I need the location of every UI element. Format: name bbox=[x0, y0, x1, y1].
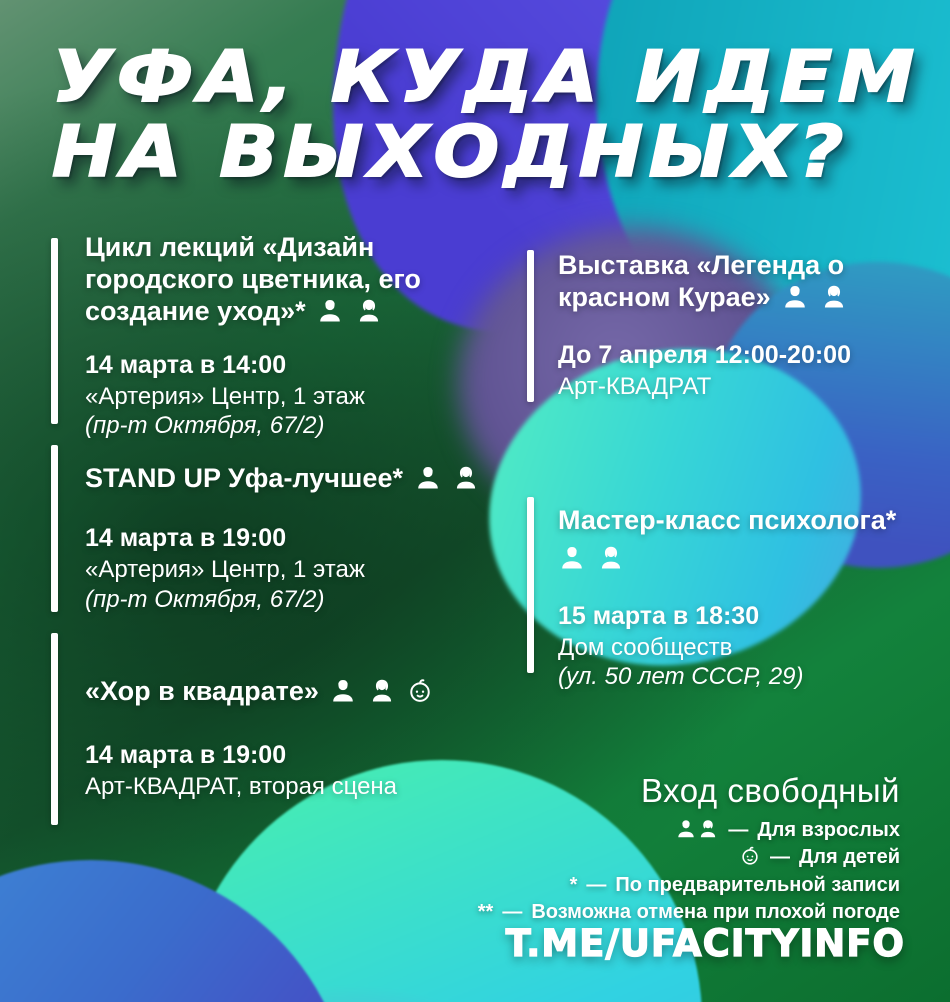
event-meta: 14 марта в 19:00 Арт-КВАДРАТ, вторая сце… bbox=[85, 740, 515, 802]
man-icon bbox=[562, 546, 582, 569]
event-venue: Арт-КВАДРАТ, вторая сцена bbox=[85, 773, 398, 801]
legend-label: По предварительной записи bbox=[615, 873, 900, 896]
woman-icon bbox=[601, 546, 620, 569]
man-icon bbox=[320, 299, 340, 322]
legend-row-adults: — Для взрослых bbox=[478, 818, 900, 842]
man-icon bbox=[333, 680, 354, 702]
legend-dash: — bbox=[586, 873, 607, 896]
accent-bar-event-3 bbox=[51, 633, 58, 825]
man-icon bbox=[417, 467, 438, 489]
event-card-lectures: Цикл лекций «Дизайн городского цветника,… bbox=[85, 232, 485, 441]
woman-icon bbox=[701, 820, 716, 838]
baby-icon bbox=[410, 679, 431, 702]
title-line-2: НА ВЫХОДНЫХ? bbox=[51, 110, 849, 193]
legend-dash: — bbox=[770, 846, 791, 869]
event-title: Выставка «Легенда о красном Курае» bbox=[558, 250, 938, 314]
legend-dash: — bbox=[728, 819, 749, 841]
event-venue: Арт-КВАДРАТ bbox=[558, 373, 712, 401]
event-title-line: STAND UP Уфа-лучшее* bbox=[85, 463, 403, 493]
legend-label: Для детей bbox=[799, 846, 900, 869]
legend-dash: — bbox=[502, 901, 523, 924]
event-title-line: Цикл лекций «Дизайн bbox=[85, 232, 375, 262]
event-datetime: До 7 апреля 12:00-20:00 bbox=[558, 340, 851, 369]
event-address: (пр-т Октября, 67/2) bbox=[85, 412, 325, 440]
event-meta: До 7 апреля 12:00-20:00 Арт-КВАДРАТ bbox=[558, 340, 938, 402]
page-title: УФА, КУДА ИДЕМ НА ВЫХОДНЫХ? bbox=[51, 36, 920, 193]
legend-label: Возможна отмена при плохой погоде bbox=[531, 901, 900, 924]
event-meta: 14 марта в 19:00 «Артерия» Центр, 1 этаж… bbox=[85, 523, 515, 614]
event-datetime: 15 марта в 18:30 bbox=[558, 601, 760, 630]
event-address: (пр-т Октября, 67/2) bbox=[85, 585, 325, 613]
legend-symbol: * bbox=[569, 873, 578, 896]
accent-bar-event-1 bbox=[51, 238, 58, 424]
woman-icon bbox=[359, 299, 378, 322]
event-title-line: Выставка «Легенда о bbox=[558, 250, 845, 280]
accent-bar-event-5 bbox=[527, 497, 534, 673]
event-title: Цикл лекций «Дизайн городского цветника,… bbox=[85, 232, 485, 328]
event-datetime: 14 марта в 14:00 bbox=[85, 350, 287, 379]
title-line-1: УФА, КУДА ИДЕМ bbox=[51, 36, 920, 118]
event-title-line: создание уход»* bbox=[85, 295, 306, 326]
accent-bar-event-4 bbox=[527, 250, 534, 402]
woman-icon bbox=[824, 285, 843, 308]
event-venue: «Артерия» Центр, 1 этаж bbox=[85, 383, 365, 411]
legend-heading: Вход свободный bbox=[641, 772, 900, 809]
legend-label: Для взрослых bbox=[757, 819, 900, 841]
telegram-link[interactable]: T.ME/UFACITYINFO bbox=[505, 921, 905, 965]
event-title-line: «Хор в квадрате» bbox=[85, 676, 319, 706]
event-card-choir: «Хор в квадрате» 14 марта в 19:00 Арт-КВ… bbox=[85, 676, 515, 802]
event-title-line: городского цветника, его bbox=[85, 263, 421, 294]
event-title: STAND UP Уфа-лучшее* bbox=[85, 463, 515, 495]
event-datetime: 14 марта в 19:00 bbox=[85, 740, 287, 769]
event-card-psychologist: Мастер-класс психолога* 15 марта в 18:30… bbox=[558, 505, 948, 692]
man-icon bbox=[678, 820, 695, 838]
woman-icon bbox=[456, 466, 476, 489]
legend-symbol bbox=[675, 818, 719, 842]
legend-symbol: ** bbox=[477, 901, 494, 924]
event-datetime: 14 марта в 19:00 bbox=[85, 523, 287, 552]
event-title-line: красном Курае» bbox=[558, 281, 771, 312]
event-venue: Дом сообществ bbox=[558, 634, 733, 662]
event-title: «Хор в квадрате» bbox=[85, 676, 515, 708]
event-audience-icons bbox=[558, 543, 948, 575]
legend: Вход свободный — Для взрослых — Для дете… bbox=[478, 772, 900, 925]
accent-bar-event-2 bbox=[51, 445, 58, 612]
event-meta: 14 марта в 14:00 «Артерия» Центр, 1 этаж… bbox=[85, 350, 485, 441]
event-venue: «Артерия» Центр, 1 этаж bbox=[85, 556, 365, 584]
event-title: Мастер-класс психолога* bbox=[558, 505, 948, 575]
legend-symbol bbox=[739, 845, 761, 869]
event-card-standup: STAND UP Уфа-лучшее* 14 марта в 19:00 «А… bbox=[85, 463, 515, 614]
event-title-line: Мастер-класс психолога* bbox=[558, 505, 897, 535]
event-address: (ул. 50 лет СССР, 29) bbox=[558, 663, 804, 691]
baby-icon bbox=[742, 847, 758, 865]
legend-row-children: — Для детей bbox=[478, 845, 900, 869]
event-meta: 15 марта в 18:30 Дом сообществ (ул. 50 л… bbox=[558, 601, 948, 692]
man-icon bbox=[785, 285, 805, 308]
legend-row-weather: ** — Возможна отмена при плохой погоде bbox=[478, 900, 900, 924]
event-card-exhibition: Выставка «Легенда о красном Курае» До 7 … bbox=[558, 250, 938, 401]
legend-row-preregistration: * — По предварительной записи bbox=[478, 873, 900, 897]
woman-icon bbox=[372, 679, 392, 702]
